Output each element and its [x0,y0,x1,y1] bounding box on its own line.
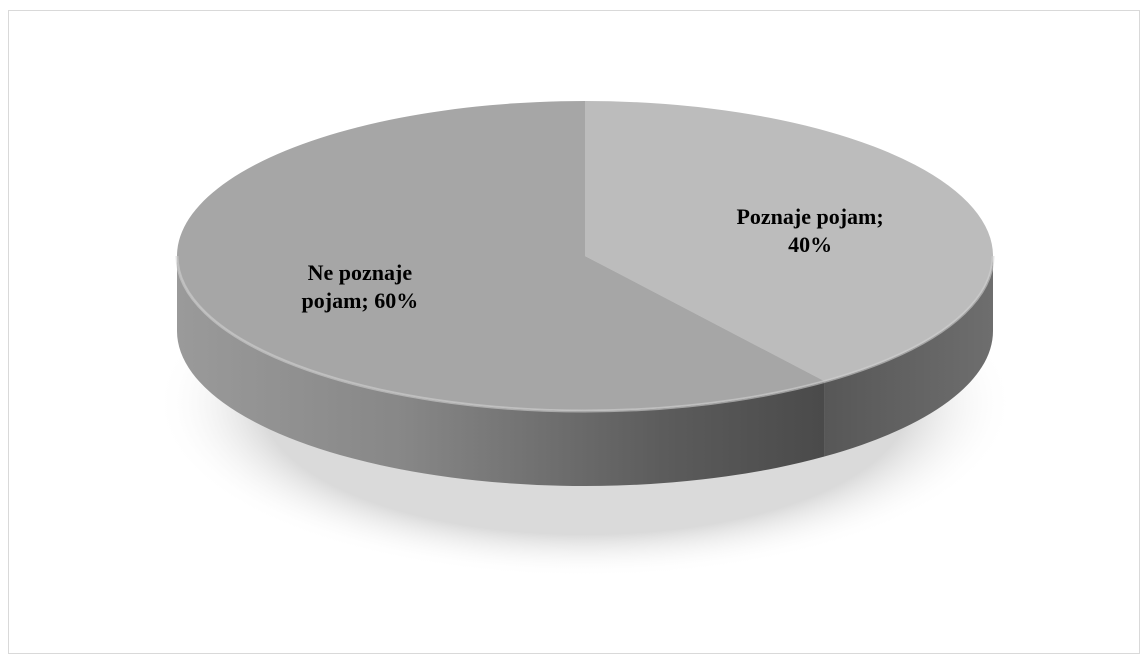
slice-labels: Poznaje pojam; 40% Ne poznaje pojam; 60% [302,204,884,313]
pie-tops [175,101,995,413]
pie-rim-highlight [175,255,995,413]
pie-slice-1[interactable] [177,101,825,411]
slice-label-line-2: 40% [788,232,832,257]
pie-side-1 [177,256,825,487]
pie-slice-0[interactable] [585,101,994,382]
pie-chart: Poznaje pojam; 40% Ne poznaje pojam; 60% [155,101,1015,578]
pie-side-0 [824,256,994,457]
pie-sides [177,256,994,487]
slice-label-line-1: Poznaje pojam; [736,204,883,229]
slice-label-0: Poznaje pojam; 40% [736,204,883,257]
slice-label-1: Ne poznaje pojam; 60% [302,260,419,313]
slice-label-line-1: Ne poznaje [308,260,413,285]
chart-area: Poznaje pojam; 40% Ne poznaje pojam; 60% [8,10,1140,654]
slice-label-line-2: pojam; 60% [302,288,419,313]
